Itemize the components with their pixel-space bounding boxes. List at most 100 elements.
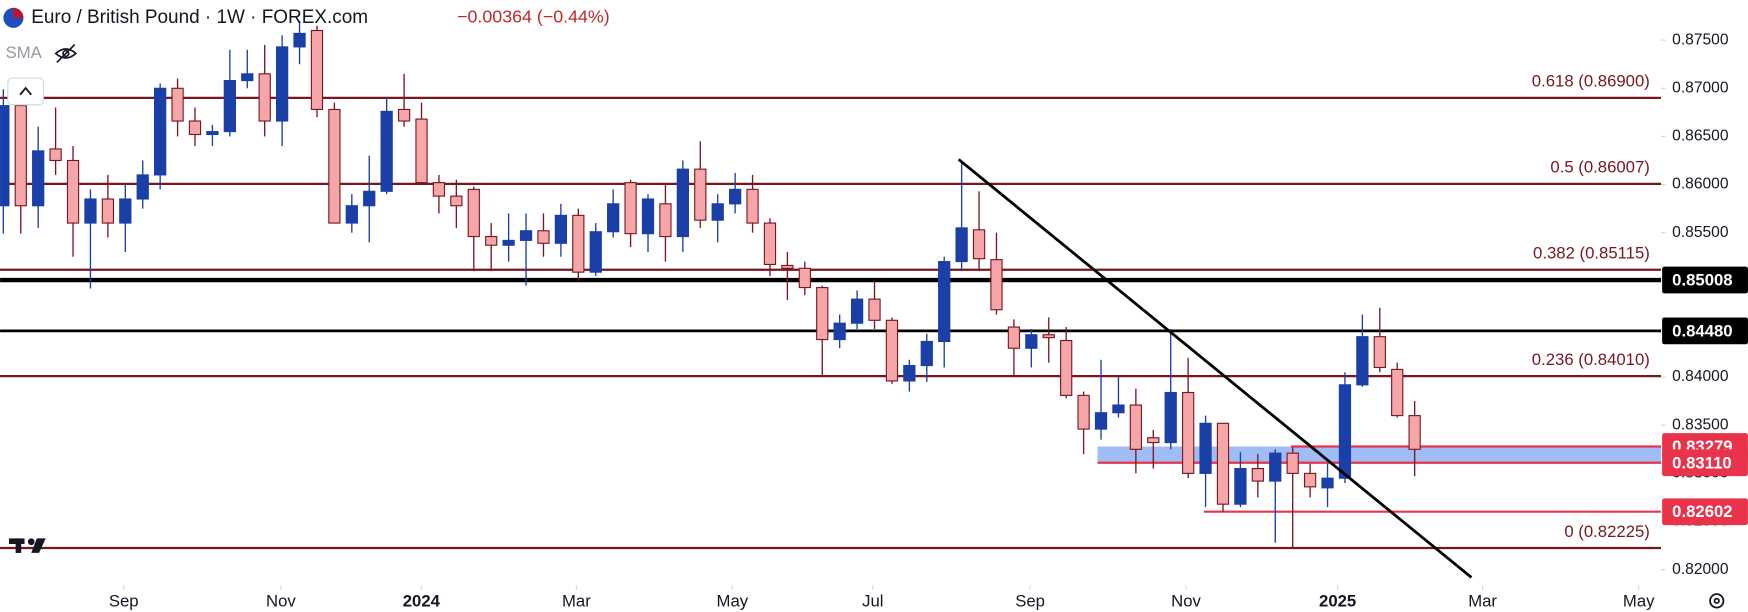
candle-body bbox=[624, 182, 637, 235]
candle-body bbox=[1408, 415, 1421, 450]
x-tick-label: Jul bbox=[862, 591, 883, 610]
symbol-icon bbox=[3, 7, 24, 28]
price-tag-label: 0.84480 bbox=[1672, 321, 1732, 340]
x-tick-label: Mar bbox=[1468, 591, 1497, 610]
candle-body bbox=[206, 131, 219, 136]
collapse-button[interactable] bbox=[7, 77, 45, 106]
y-tick-label: 0.86500 bbox=[1672, 128, 1729, 145]
x-tick-label: Sep bbox=[109, 591, 139, 610]
x-tick-label: Nov bbox=[266, 591, 296, 610]
candle-body bbox=[1129, 404, 1143, 450]
candle-body bbox=[1303, 472, 1317, 488]
candle-body bbox=[328, 108, 341, 224]
y-tick-label: 0.85500 bbox=[1672, 224, 1729, 241]
candle-body bbox=[101, 198, 115, 224]
candle-body bbox=[1060, 339, 1073, 396]
fib-label: 0.5 (0.86007) bbox=[1550, 158, 1649, 177]
candle-body bbox=[0, 105, 10, 207]
price-tag-label: 0.85008 bbox=[1672, 271, 1732, 290]
y-tick-label: 0.87500 bbox=[1672, 31, 1729, 48]
y-tick-label: 0.82000 bbox=[1672, 561, 1729, 578]
candle-body bbox=[537, 230, 550, 244]
candle-body bbox=[955, 227, 968, 263]
candle-body bbox=[659, 203, 672, 238]
candle-body bbox=[868, 298, 881, 321]
candle-body bbox=[833, 322, 846, 341]
trendline bbox=[957, 158, 1473, 579]
candle-body bbox=[502, 239, 515, 246]
candle-body bbox=[607, 203, 620, 233]
candle-body bbox=[746, 188, 759, 224]
x-tick-label: May bbox=[717, 591, 749, 610]
candle-body bbox=[485, 235, 498, 246]
candle-body bbox=[1112, 404, 1125, 414]
support-zone bbox=[1097, 446, 1662, 463]
candle-body bbox=[14, 105, 27, 207]
candle-body bbox=[1269, 452, 1282, 482]
candle-body bbox=[641, 198, 655, 235]
candle-body bbox=[293, 32, 306, 48]
candle-body bbox=[920, 340, 933, 367]
candle-body bbox=[589, 231, 602, 273]
price-tag bbox=[1662, 449, 1748, 477]
candle-body bbox=[850, 298, 864, 324]
candle-body bbox=[84, 198, 97, 224]
candle-body bbox=[885, 319, 899, 382]
y-tick-label: 0.83500 bbox=[1672, 416, 1729, 433]
x-tick-label: Nov bbox=[1171, 591, 1201, 610]
candle-body bbox=[223, 80, 236, 133]
candle-body bbox=[154, 87, 167, 176]
price-change: −0.00364 (−0.44%) bbox=[457, 7, 610, 27]
y-tick-label: 0.87000 bbox=[1672, 79, 1729, 96]
candle-body bbox=[1094, 412, 1108, 430]
price-axis: 0.87500 0.87000 0.86500 0.86000 0.85500 0.850… bbox=[1661, 31, 1748, 578]
candle-body bbox=[310, 29, 324, 111]
candle-body bbox=[903, 364, 916, 382]
time-axis: Sep Nov 2024 Mar May Jul Sep Nov 2025 Mar May bbox=[109, 585, 1655, 610]
candle-body bbox=[1286, 452, 1299, 474]
candle-body bbox=[798, 267, 811, 289]
candle-body bbox=[397, 108, 411, 122]
candle-body bbox=[1373, 336, 1386, 369]
candle-body bbox=[519, 230, 533, 241]
candle-body bbox=[1321, 477, 1334, 489]
x-tick-label: Mar bbox=[562, 591, 591, 610]
price-tag bbox=[1662, 498, 1748, 526]
candle-body bbox=[380, 110, 393, 192]
candle-body bbox=[763, 222, 777, 266]
candle-body bbox=[694, 168, 707, 221]
candle-body bbox=[136, 174, 149, 200]
price-tag-label: 0.82602 bbox=[1672, 502, 1732, 521]
fib-label: 0.618 (0.86900) bbox=[1532, 72, 1650, 91]
candle-body bbox=[1025, 334, 1038, 349]
candle-body bbox=[728, 188, 742, 205]
candle-body bbox=[345, 205, 358, 224]
y-tick-label: 0.84000 bbox=[1672, 368, 1729, 385]
fib-label: 0 (0.82225) bbox=[1564, 522, 1650, 541]
x-tick-label: Sep bbox=[1015, 591, 1045, 610]
candle-body bbox=[450, 195, 463, 207]
candle-body bbox=[32, 150, 45, 207]
candle-body bbox=[1356, 336, 1369, 386]
candle-body bbox=[49, 148, 62, 162]
visibility-toggle[interactable] bbox=[54, 43, 78, 64]
candle-body bbox=[241, 73, 254, 82]
y-tick-label: 0.86000 bbox=[1672, 176, 1729, 193]
candle-body bbox=[1147, 437, 1160, 444]
candle-body bbox=[938, 261, 951, 343]
x-tick-label: 2024 bbox=[403, 591, 441, 610]
candle-body bbox=[1338, 384, 1352, 479]
candle-body bbox=[676, 168, 689, 238]
candle-body bbox=[258, 73, 271, 122]
settings-button[interactable] bbox=[1709, 593, 1725, 609]
candle-body bbox=[990, 259, 1003, 311]
candle-body bbox=[432, 182, 446, 197]
price-tag bbox=[1662, 317, 1748, 345]
candle-body bbox=[1216, 422, 1230, 505]
fib-label: 0.236 (0.84010) bbox=[1532, 350, 1650, 369]
candle-body bbox=[1251, 468, 1264, 482]
candle-body bbox=[66, 159, 80, 224]
indicator-label[interactable]: SMA bbox=[6, 43, 43, 62]
candle-body bbox=[171, 87, 184, 122]
